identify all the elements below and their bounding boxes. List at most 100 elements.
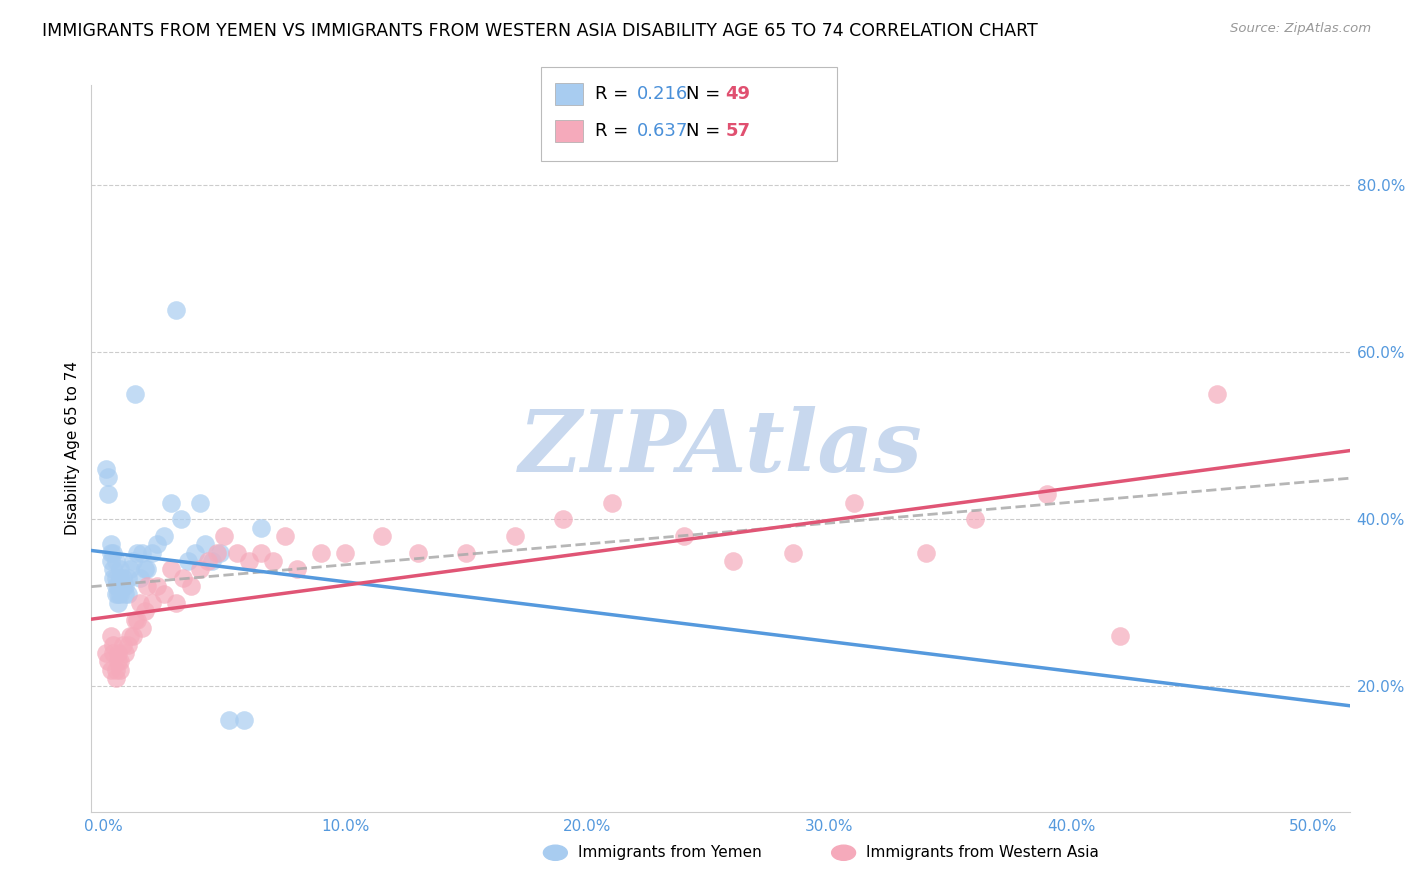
Point — [136, 579, 159, 593]
Point — [107, 587, 129, 601]
Point — [110, 654, 132, 668]
Point — [107, 654, 129, 668]
Point — [127, 546, 149, 560]
Point — [274, 529, 297, 543]
Text: N =: N = — [686, 85, 725, 103]
Point — [165, 596, 187, 610]
Point — [456, 546, 478, 560]
Point — [249, 520, 271, 534]
Point — [145, 579, 167, 593]
Point — [153, 587, 176, 601]
Text: ZIPAtlas: ZIPAtlas — [519, 407, 922, 490]
Text: Immigrants from Yemen: Immigrants from Yemen — [578, 846, 762, 860]
Point — [915, 546, 938, 560]
Point — [110, 571, 132, 585]
Point — [141, 546, 163, 560]
Text: R =: R = — [595, 85, 634, 103]
Point — [110, 587, 132, 601]
Point — [101, 546, 124, 560]
Point — [110, 562, 132, 576]
Point — [160, 495, 183, 509]
Point — [97, 470, 120, 484]
Point — [503, 529, 526, 543]
Point — [214, 529, 236, 543]
Point — [107, 579, 129, 593]
Point — [120, 629, 142, 643]
Point — [111, 638, 134, 652]
Point — [172, 571, 194, 585]
Point — [141, 596, 163, 610]
Point — [104, 579, 127, 593]
Point — [100, 629, 122, 643]
Point — [262, 554, 284, 568]
Point — [124, 387, 146, 401]
Point — [145, 537, 167, 551]
Point — [721, 554, 744, 568]
Point — [225, 546, 247, 560]
Text: Source: ZipAtlas.com: Source: ZipAtlas.com — [1230, 22, 1371, 36]
Point — [600, 495, 623, 509]
Point — [107, 646, 129, 660]
Point — [371, 529, 394, 543]
Point — [128, 596, 150, 610]
Point — [104, 663, 127, 677]
Point — [177, 554, 200, 568]
Point — [218, 713, 240, 727]
Point — [165, 303, 187, 318]
Point — [963, 512, 986, 526]
Point — [104, 571, 127, 585]
Point — [111, 571, 134, 585]
Point — [114, 579, 136, 593]
Text: Immigrants from Western Asia: Immigrants from Western Asia — [866, 846, 1099, 860]
Point — [1205, 387, 1227, 401]
Point — [101, 562, 124, 576]
Text: 57: 57 — [725, 122, 751, 140]
Point — [201, 554, 224, 568]
Point — [553, 512, 575, 526]
Point — [131, 621, 153, 635]
Point — [100, 546, 122, 560]
Point — [100, 554, 122, 568]
Text: 49: 49 — [725, 85, 751, 103]
Point — [104, 587, 127, 601]
Point — [120, 562, 142, 576]
Point — [114, 587, 136, 601]
Point — [180, 579, 202, 593]
Point — [97, 654, 120, 668]
Point — [127, 613, 149, 627]
Y-axis label: Disability Age 65 to 74: Disability Age 65 to 74 — [65, 361, 80, 535]
Point — [170, 512, 193, 526]
Text: 0.216: 0.216 — [637, 85, 688, 103]
Point — [117, 571, 139, 585]
Point — [128, 571, 150, 585]
Point — [97, 487, 120, 501]
Point — [107, 596, 129, 610]
Point — [232, 713, 254, 727]
Point — [194, 537, 217, 551]
Point — [782, 546, 804, 560]
Point — [104, 671, 127, 685]
Point — [673, 529, 696, 543]
Point — [238, 554, 260, 568]
Point — [184, 546, 207, 560]
Point — [100, 663, 122, 677]
Point — [100, 537, 122, 551]
Point — [94, 462, 117, 476]
Point — [124, 613, 146, 627]
Point — [134, 604, 156, 618]
Point — [160, 562, 183, 576]
Point — [104, 554, 127, 568]
Text: N =: N = — [686, 122, 725, 140]
Point — [94, 646, 117, 660]
Text: IMMIGRANTS FROM YEMEN VS IMMIGRANTS FROM WESTERN ASIA DISABILITY AGE 65 TO 74 CO: IMMIGRANTS FROM YEMEN VS IMMIGRANTS FROM… — [42, 22, 1038, 40]
Point — [111, 579, 134, 593]
Point — [153, 529, 176, 543]
Point — [208, 546, 231, 560]
Point — [117, 587, 139, 601]
Point — [101, 646, 124, 660]
Point — [1036, 487, 1059, 501]
Point — [121, 629, 143, 643]
Point — [117, 638, 139, 652]
Point — [101, 638, 124, 652]
Point — [188, 562, 211, 576]
